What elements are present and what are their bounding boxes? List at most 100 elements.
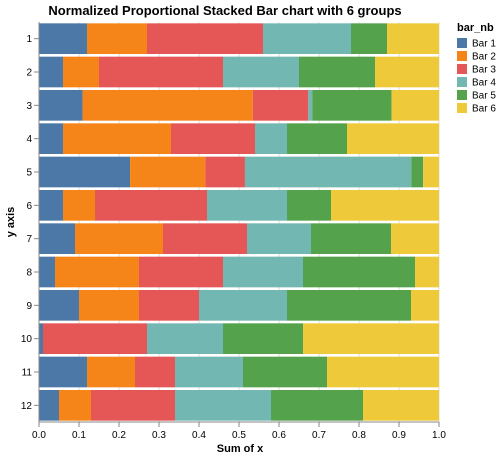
- bar-segment: [207, 190, 287, 221]
- bar-segment: [303, 323, 439, 354]
- bar-segment: [39, 156, 131, 188]
- bar-segment: [87, 23, 147, 54]
- y-tick-label: 1: [26, 34, 32, 45]
- bar-segment: [39, 290, 79, 321]
- x-tick-label: 0.4: [192, 430, 206, 441]
- bar-segment: [312, 90, 392, 121]
- y-tick-label: 3: [26, 101, 32, 112]
- bars: [39, 23, 439, 421]
- bar-segment: [223, 56, 299, 88]
- legend-label: Bar 3: [472, 65, 496, 76]
- bar-segment: [223, 323, 303, 354]
- y-tick-label: 4: [26, 134, 32, 145]
- bar-segment: [39, 323, 43, 354]
- bar-segment: [205, 156, 245, 188]
- y-tick-label: 11: [22, 368, 33, 379]
- bar-segment: [223, 256, 303, 288]
- x-tick-label: 0.2: [112, 430, 126, 441]
- bar-segment: [363, 390, 439, 421]
- bar-segment: [39, 390, 59, 421]
- bar-segment: [95, 190, 207, 221]
- y-axis-title: y axis: [5, 207, 17, 238]
- bar-segment: [244, 156, 412, 188]
- bar-segment: [387, 23, 439, 54]
- bar-segment: [59, 390, 91, 421]
- bar-segment: [147, 323, 223, 354]
- bar-segment: [39, 190, 63, 221]
- x-tick-label: 0.5: [232, 430, 246, 441]
- bar-segment: [39, 356, 87, 388]
- bar-segment: [75, 223, 163, 254]
- bar-segment: [347, 123, 439, 154]
- bar-segment: [299, 56, 375, 88]
- bar-segment: [351, 23, 387, 54]
- x-tick-label: 0.7: [312, 430, 326, 441]
- bar-segment: [411, 156, 424, 188]
- bar-segment: [263, 23, 351, 54]
- bar-segment: [415, 256, 439, 288]
- bar-segment: [252, 90, 309, 121]
- bar-segment: [87, 356, 135, 388]
- axes: 0.0 0.1 0.2 0.3 0.4 0.5 0.6 0.7 0.8 0.9 1.01234567…: [21, 22, 446, 441]
- bar-segment: [327, 356, 439, 388]
- bar-segment: [175, 390, 271, 421]
- bar-segment: [271, 390, 363, 421]
- bar-segment: [99, 56, 223, 88]
- bar-segment: [391, 90, 439, 121]
- bar-segment: [303, 256, 415, 288]
- legend-label: Bar 1: [472, 39, 496, 50]
- bar-segment: [331, 190, 439, 221]
- x-tick-label: 0.9: [392, 430, 406, 441]
- x-axis-title: Sum of x: [217, 443, 264, 455]
- bar-segment: [135, 356, 175, 388]
- legend-label: Bar 6: [472, 104, 496, 115]
- bar-segment: [287, 190, 331, 221]
- y-tick-label: 2: [26, 68, 32, 79]
- y-tick-label: 12: [21, 401, 33, 412]
- bar-segment: [423, 156, 439, 188]
- y-tick-label: 5: [26, 168, 32, 179]
- legend-swatch: [457, 51, 467, 61]
- bar-segment: [391, 223, 439, 254]
- bar-segment: [375, 56, 439, 88]
- y-tick-label: 6: [26, 201, 32, 212]
- x-tick-label: 0.1: [72, 430, 86, 441]
- legend-swatch: [457, 103, 467, 113]
- legend: bar_nb Bar 1 Bar 2 Bar 3 Bar 4 Bar 5 Bar 6: [457, 22, 496, 115]
- bar-segment: [139, 290, 199, 321]
- bar-segment: [63, 56, 99, 88]
- x-tick-label: 1.0: [432, 430, 446, 441]
- bar-segment: [171, 123, 255, 154]
- y-tick-label: 8: [26, 268, 32, 279]
- bar-segment: [91, 390, 175, 421]
- y-tick-label: 9: [26, 301, 32, 312]
- x-tick-label: 0.6: [272, 430, 286, 441]
- bar-segment: [63, 190, 95, 221]
- bar-segment: [199, 290, 287, 321]
- bar-segment: [55, 256, 139, 288]
- bar-segment: [147, 23, 263, 54]
- bar-segment: [63, 123, 171, 154]
- x-tick-label: 0.0: [32, 430, 46, 441]
- legend-swatch: [457, 90, 467, 100]
- bar-segment: [39, 256, 55, 288]
- bar-segment: [39, 23, 87, 54]
- legend-title: bar_nb: [457, 22, 494, 34]
- legend-label: Bar 4: [472, 78, 496, 89]
- bar-segment: [163, 223, 247, 254]
- bar-segment: [43, 323, 147, 354]
- bar-segment: [287, 123, 347, 154]
- bar-segment: [255, 123, 287, 154]
- bar-segment: [39, 223, 75, 254]
- bar-segment: [39, 56, 63, 88]
- bar-segment: [311, 223, 391, 254]
- legend-label: Bar 2: [472, 52, 496, 63]
- legend-swatch: [457, 77, 467, 87]
- x-tick-label: 0.3: [152, 430, 166, 441]
- bar-segment: [79, 290, 139, 321]
- bar-segment: [247, 223, 311, 254]
- bar-segment: [308, 90, 313, 121]
- bar-segment: [243, 356, 327, 388]
